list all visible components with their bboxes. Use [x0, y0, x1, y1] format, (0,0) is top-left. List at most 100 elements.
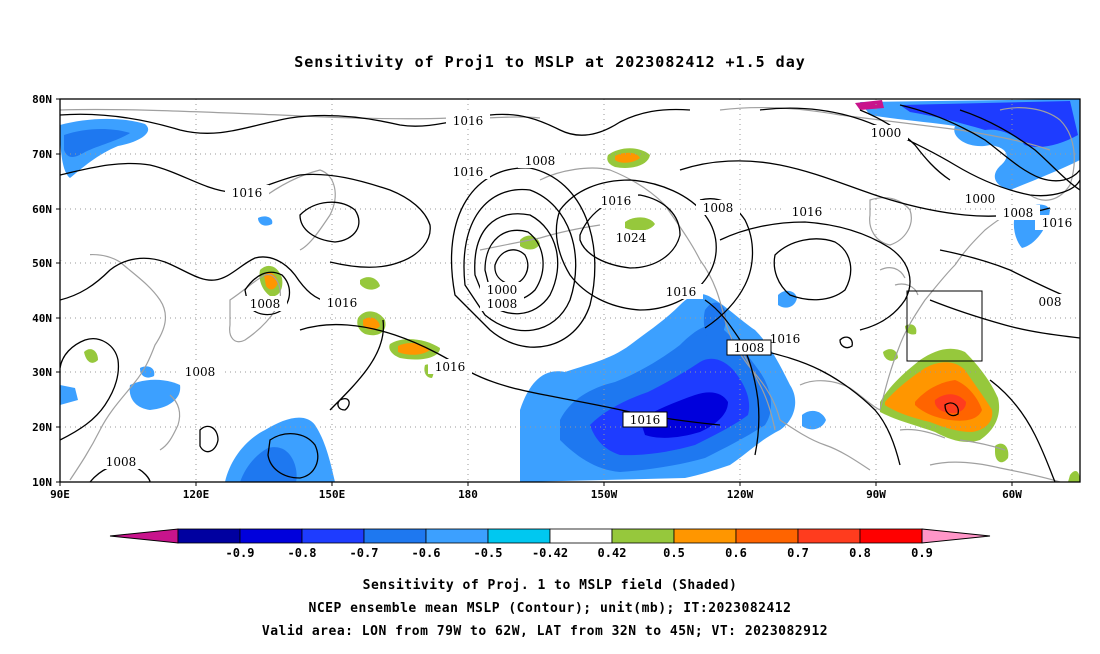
contour-1016-gulf — [759, 349, 901, 466]
colorbar-tick-label: -0.7 — [350, 546, 379, 560]
colorbar-left-arrow — [109, 528, 179, 544]
contour-label: 1016 — [630, 413, 661, 427]
negative-region-gulf — [802, 410, 826, 430]
colorbar-swatch — [549, 528, 613, 544]
tick-marks — [56, 98, 1013, 486]
negative-region-philippine — [129, 379, 181, 410]
positive-region-npac-3 — [360, 277, 380, 290]
contour-label: 1008 — [734, 341, 765, 355]
sensitivity-shading — [60, 99, 1080, 482]
coastline-hudson — [869, 197, 912, 246]
coastline-greenland — [999, 107, 1075, 201]
contour-1008-greenland — [959, 109, 1080, 191]
contour-wpac-loop-2 — [199, 425, 219, 453]
contour-low-bering-1 — [494, 249, 529, 286]
lon-label: 120E — [183, 488, 210, 501]
positive-region-caribbean-2 — [1068, 470, 1080, 482]
coastline-south-america — [929, 461, 1061, 482]
lon-label: 150E — [319, 488, 346, 501]
positive-region-goa — [625, 217, 655, 231]
lat-label: 50N — [32, 257, 52, 270]
coastline-greatlakes — [879, 267, 919, 296]
coastline-east-asia — [60, 253, 167, 481]
map-panel: 1016 1008 1016 1016 1024 1000 1008 1016 … — [32, 93, 1081, 501]
colorbar-swatch — [611, 528, 675, 544]
contour-1016-arctic-east — [859, 109, 951, 181]
contour-label: 1016 — [1042, 216, 1073, 230]
coastline-arctic-islands — [719, 106, 1051, 151]
caption-line-2: NCEP ensemble mean MSLP (Contour); unit(… — [309, 601, 792, 616]
colorbar-swatch — [735, 528, 799, 544]
contour-label: 1000 — [965, 192, 996, 206]
contour-atlantic-small — [944, 402, 959, 417]
contour-1008-japan — [244, 271, 291, 316]
contour-label: 1016 — [666, 285, 697, 299]
colorbar-tick-label: 0.6 — [725, 546, 747, 560]
contour-east-pacific — [329, 319, 385, 411]
valid-area-box — [906, 290, 983, 362]
contour-label: 1008 — [106, 455, 137, 469]
contour-label: 1008 — [185, 365, 216, 379]
contour-1008-india — [60, 338, 120, 441]
caption-line-1: Sensitivity of Proj. 1 to MSLP field (Sh… — [363, 578, 738, 593]
colorbar-swatch — [487, 528, 551, 544]
coastline-alaska — [539, 167, 701, 261]
positive-region-seaboard — [883, 349, 898, 361]
lat-label: 70N — [32, 148, 52, 161]
contour-label: 1000 — [487, 283, 518, 297]
contour-label: 1016 — [232, 186, 263, 200]
latitude-labels: 80N 70N 60N 50N 40N 30N 20N 10N — [32, 93, 52, 489]
lat-label: 20N — [32, 421, 52, 434]
negative-region-indian — [60, 385, 78, 405]
negative-region-plains — [778, 290, 797, 308]
lon-label: 120W — [727, 488, 754, 501]
contour-label: 1000 — [871, 126, 902, 140]
contour-label: 1016 — [435, 360, 466, 374]
contour-1016-japan — [60, 256, 331, 303]
contour-label: 1008 — [487, 297, 518, 311]
lon-label: 90E — [50, 488, 70, 501]
contour-1008-canada — [679, 160, 1051, 217]
contour-1016-goa — [555, 179, 717, 311]
colorbar-tick-label: -0.6 — [412, 546, 441, 560]
lon-label: 180 — [458, 488, 478, 501]
contour-1016-north — [60, 108, 691, 136]
contour-wpac-loop — [267, 433, 319, 479]
contour-1016-atlantic — [929, 249, 1080, 339]
colorbar-right-arrow — [921, 528, 991, 544]
colorbar-tick-label: 0.42 — [598, 546, 627, 560]
longitude-labels: 90E 120E 150E 180 150W 120W 90W 60W — [50, 488, 1022, 501]
contour-label: 1008 — [1003, 206, 1034, 220]
contour-label: 1008 — [250, 297, 281, 311]
colorbar-tick-label: 0.8 — [849, 546, 871, 560]
contour-label: 1016 — [601, 194, 632, 208]
lon-label: 60W — [1002, 488, 1022, 501]
lat-label: 10N — [32, 476, 52, 489]
grid-lines — [60, 99, 1080, 482]
lat-label: 80N — [32, 93, 52, 106]
coastline-kamchatka — [259, 169, 336, 251]
contour-gom-small — [839, 336, 853, 349]
colorbar-swatch — [425, 528, 489, 544]
colorbar-tick-label: -0.5 — [474, 546, 503, 560]
contour-label: 1016 — [792, 205, 823, 219]
lon-label: 150W — [591, 488, 618, 501]
mslp-contours — [60, 104, 1080, 482]
coastline-philippines — [159, 394, 181, 451]
contour-labels: 1016 1008 1016 1016 1024 1000 1008 1016 … — [60, 113, 1079, 469]
contour-low-bering-3 — [474, 213, 559, 315]
coastline-central-america — [779, 419, 871, 471]
colorbar-swatch — [859, 528, 923, 544]
colorbar-swatch — [797, 528, 861, 544]
colorbar: -0.9 -0.8 -0.7 -0.6 -0.5 -0.42 0.42 0.5 0.6 0.7 0.… — [109, 528, 991, 560]
contour-aleutian-east — [299, 201, 360, 243]
coastline-aleutians — [479, 224, 601, 251]
negative-region-wpac-core — [240, 447, 297, 482]
negative-region-arctic-west-core — [64, 129, 130, 157]
lat-label: 40N — [32, 312, 52, 325]
coastline-caribbean — [899, 428, 1006, 451]
contour-low-bering-5 — [450, 167, 596, 348]
contour-1008-baja — [704, 299, 760, 456]
